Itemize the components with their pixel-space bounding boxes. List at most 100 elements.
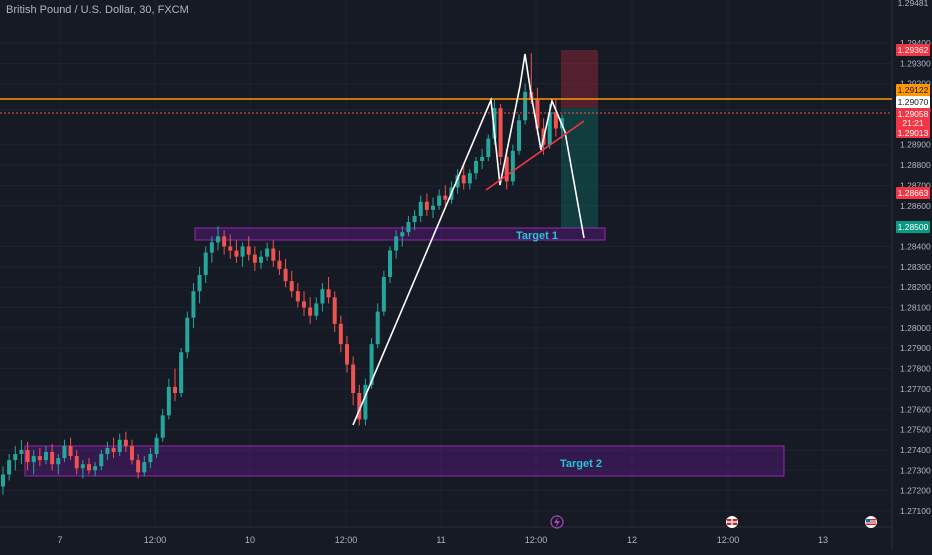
candle [283,258,288,288]
candle [400,226,405,247]
x-tick-label: 12:00 [335,535,358,545]
top-cut-price: 1.29481 [898,0,929,8]
candle [265,242,270,261]
candle-body [265,248,270,257]
candle [160,409,165,442]
candle-body [203,252,208,275]
target1-zone[interactable]: Target 1 [194,227,606,242]
candle [388,246,392,284]
candle-body [148,454,153,463]
candle [252,246,257,271]
candle [246,236,251,261]
candle-series [1,53,564,495]
y-tick-label: 1.28100 [900,303,931,313]
countdown-tag: 21:21 [902,118,924,128]
current-price-tag: 1.29058 [898,109,929,119]
y-tick-label: 1.27900 [900,343,931,353]
y-axis[interactable]: 1.29400 1.29300 1.29200 1.29070 1.28900 1.288… [900,38,931,516]
candle-body [68,445,73,457]
candle [50,443,55,471]
candle [302,291,306,316]
candle-body [510,150,515,182]
candle-body [93,466,98,471]
candle [480,148,485,170]
candle-body [50,451,55,465]
candle [523,83,528,125]
candle-body [492,108,497,139]
candle-body [111,447,116,452]
candle-body [302,301,306,308]
candle [308,297,313,324]
candle [443,185,448,206]
flash-icon[interactable] [550,515,564,529]
candle [517,114,521,155]
candle-body [498,108,503,157]
candle [197,266,202,304]
candle-body [308,307,313,316]
candle-body [1,474,5,487]
candle [117,433,122,457]
candle-body [283,268,288,282]
candle-body [474,161,478,174]
candle-body [240,246,245,257]
uk-flag-icon[interactable] [726,516,738,528]
candle [191,283,196,328]
candle-body [37,456,42,461]
bid-price-tag: 1.29013 [898,128,929,138]
y-tick-label: 1.28200 [900,282,931,292]
y-tick-label: 1.27700 [900,384,931,394]
candle-body [517,120,521,151]
stop-price-tag: 1.29362 [898,45,929,55]
candle [136,454,141,479]
candle-body [406,222,411,233]
candle [74,449,79,475]
candle-body [326,289,331,298]
y-tick-label: 1.28700 [900,180,931,190]
candle-body [369,344,374,385]
candle-body [455,175,460,188]
candle [455,169,460,194]
candle-body [197,274,202,292]
candle [271,240,276,267]
candle [314,297,319,320]
candle-body [345,344,349,365]
y-tick-label: 1.29300 [900,58,931,68]
us-flag-icon[interactable] [865,516,877,528]
y-tick-label: 1.28400 [900,241,931,251]
candle [166,378,171,420]
candle [486,134,491,162]
candle-body [117,439,122,452]
candle-body [504,156,509,182]
candle [99,449,104,471]
candle-body [271,248,276,261]
y-tick-label: 1.28900 [900,140,931,150]
candle-body [87,464,91,471]
candle-body [437,195,442,206]
candle-body [99,454,104,467]
swing-price-tag: 1.28663 [898,188,929,198]
y-tick-label: 1.27300 [900,465,931,475]
neckline[interactable] [485,120,585,191]
y-tick-label: 1.28000 [900,323,931,333]
x-tick-label: 13 [818,535,828,545]
target1-label: Target 1 [516,230,558,242]
pattern-zigzag[interactable] [352,53,585,426]
price-tags: 1.29362 1.29122 1.29070 1.29058 21:21 1.… [896,0,930,233]
x-tick-label: 12:00 [525,535,548,545]
candle-body [25,449,30,463]
x-tick-label: 11 [436,535,445,545]
resistance-price-tag: 1.29122 [898,85,929,95]
candle [234,240,239,263]
candle-body [332,297,337,324]
x-axis[interactable]: 7 12:00 10 12:00 11 12:00 12 12:00 13 [57,535,828,545]
candle [179,348,184,398]
candle [13,445,18,471]
candle [93,462,98,477]
candle [394,230,399,259]
symbol-title: British Pound / U.S. Dollar, 30, FXCM [6,4,189,16]
candle [375,303,380,349]
y-tick-label: 1.28800 [900,160,931,170]
candle [203,246,208,284]
